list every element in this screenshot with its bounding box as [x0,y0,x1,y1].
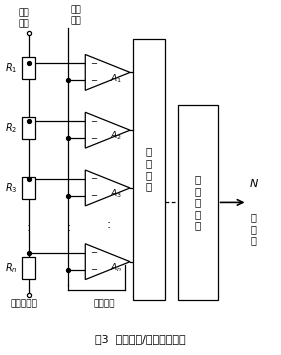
Text: :: : [106,218,110,231]
Text: 参考电压负: 参考电压负 [10,300,37,308]
Text: :: : [66,221,71,234]
Text: −: − [90,117,97,126]
Text: −: − [90,59,97,68]
Bar [22,58,35,80]
Text: −: − [90,76,97,85]
Text: $R_2$: $R_2$ [5,121,18,135]
Text: $R_3$: $R_3$ [5,181,18,195]
Text: −: − [90,175,97,184]
Bar [178,105,217,300]
Text: $A_1$: $A_1$ [110,72,122,84]
Polygon shape [85,112,130,148]
Text: −: − [90,191,97,201]
Polygon shape [85,170,130,206]
Bar [133,39,165,300]
Text: $A_n$: $A_n$ [110,261,122,274]
Text: $R_n$: $R_n$ [5,261,18,274]
Text: :: : [26,221,31,234]
Text: $A_3$: $A_3$ [110,188,122,200]
Text: $A_2$: $A_2$ [110,130,122,142]
Text: −: − [90,265,97,274]
Text: −: − [90,133,97,143]
Text: 输
出
寄
存
器: 输 出 寄 存 器 [194,174,201,231]
Bar [22,177,35,199]
Bar [22,117,35,139]
Polygon shape [85,54,130,90]
Text: 图3  闪烁型模/数换器结构图: 图3 闪烁型模/数换器结构图 [95,334,185,344]
Text: 位
输
出: 位 输 出 [250,212,256,246]
Text: N: N [250,180,258,190]
Polygon shape [85,244,130,280]
Text: 译
码
逻
辑: 译 码 逻 辑 [146,147,152,191]
Text: 采样时钟: 采样时钟 [93,300,115,308]
Text: 参考
电压: 参考 电压 [18,9,29,28]
Text: −: − [90,248,97,257]
Bar [22,257,35,279]
Text: $R_1$: $R_1$ [5,61,18,75]
Text: 输入
信号: 输入 信号 [71,6,82,25]
